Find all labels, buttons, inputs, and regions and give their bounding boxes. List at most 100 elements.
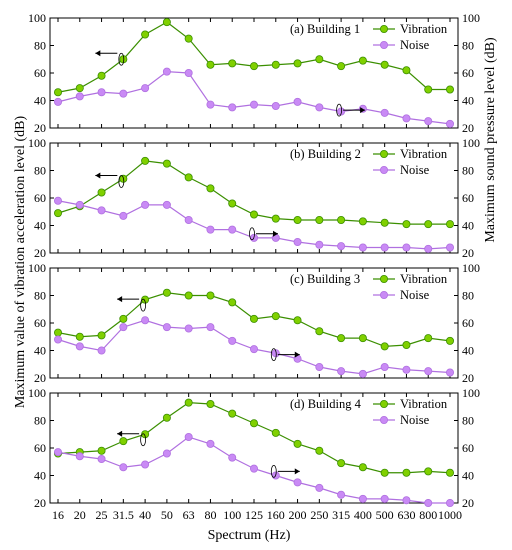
legend-label: Noise — [400, 163, 430, 177]
noise-point — [445, 119, 454, 128]
legend-label: Vibration — [400, 22, 448, 36]
y-tick-label-right: 20 — [462, 496, 474, 510]
vibration-point — [402, 220, 411, 229]
vibration-point — [293, 215, 302, 224]
legend-label: Noise — [400, 38, 430, 52]
x-tick-label: 25 — [96, 508, 108, 522]
y-tick-label-left: 60 — [34, 316, 46, 330]
vibration-point — [162, 288, 171, 297]
noise-point — [380, 243, 389, 252]
noise-point — [141, 460, 150, 469]
vibration-point — [184, 398, 193, 407]
noise-point — [249, 345, 258, 354]
y-tick-label-left: 40 — [34, 94, 46, 108]
noise-point — [54, 97, 63, 106]
noise-point — [424, 367, 433, 376]
vibration-line — [57, 402, 451, 474]
x-tick-label: 50 — [161, 508, 173, 522]
vibration-point — [75, 332, 84, 341]
vibration-point — [337, 215, 346, 224]
vibration-point — [402, 340, 411, 349]
vibration-point — [249, 62, 258, 71]
vibration-point — [380, 60, 389, 69]
noise-point — [206, 100, 215, 109]
vibration-point — [206, 399, 215, 408]
vibration-point — [97, 446, 106, 455]
noise-point — [424, 498, 433, 507]
noise-point — [380, 108, 389, 117]
vibration-point — [271, 312, 280, 321]
legend-label: Vibration — [400, 397, 448, 411]
noise-point — [315, 362, 324, 371]
y-tick-label-left: 20 — [34, 246, 46, 260]
panel-title: (b) Building 2 — [290, 147, 361, 161]
noise-point — [380, 362, 389, 371]
noise-point — [162, 323, 171, 332]
noise-point — [293, 237, 302, 246]
panels: 20 20 40 40 60 60 80 80 100 100 (a) Building 1 Vibr… — [28, 11, 480, 522]
noise-point — [54, 196, 63, 205]
x-tick-label: 500 — [376, 508, 394, 522]
vibration-point — [206, 291, 215, 300]
panel-4: 20 20 40 40 60 60 80 80 100 100 (d) Building 4 Vibr… — [28, 386, 480, 522]
y-tick-label-left: 100 — [28, 261, 46, 275]
noise-point — [141, 84, 150, 93]
axis-pointer-arrowhead — [95, 50, 101, 57]
noise-point — [162, 449, 171, 458]
axis-pointer-arrowhead — [294, 351, 300, 358]
noise-point — [315, 483, 324, 492]
vibration-point — [162, 413, 171, 422]
vibration-point — [315, 215, 324, 224]
noise-point — [271, 102, 280, 111]
y-tick-label-left: 60 — [34, 66, 46, 80]
vibration-point — [228, 409, 237, 418]
callout-ellipse — [118, 175, 125, 188]
noise-point — [228, 103, 237, 112]
legend-label: Vibration — [400, 272, 448, 286]
vibration-point — [54, 209, 63, 218]
noise-point — [402, 114, 411, 123]
vibration-point — [445, 336, 454, 345]
x-tick-label: 250 — [310, 508, 328, 522]
x-tick-label: 80 — [204, 508, 216, 522]
x-tick-label: 400 — [354, 508, 372, 522]
legend-swatch-marker — [379, 399, 388, 408]
y-tick-label-right: 100 — [462, 11, 480, 25]
y-tick-label-left: 20 — [34, 496, 46, 510]
noise-point — [206, 225, 215, 234]
y-tick-label-right: 60 — [462, 316, 474, 330]
panel-frame — [49, 17, 459, 129]
noise-point — [402, 496, 411, 505]
noise-point — [162, 67, 171, 76]
noise-point — [402, 243, 411, 252]
vibration-point — [445, 220, 454, 229]
y-axis-title-right: Maximum sound pressure level (dB) — [483, 37, 498, 243]
vibration-point — [97, 71, 106, 80]
vibration-point — [206, 184, 215, 193]
vibration-point — [402, 66, 411, 75]
x-tick-label: 200 — [289, 508, 307, 522]
x-tick-label: 31.5 — [113, 508, 134, 522]
noise-point — [75, 200, 84, 209]
vibration-point — [228, 59, 237, 68]
y-tick-label-left: 100 — [28, 136, 46, 150]
y-tick-label-left: 100 — [28, 386, 46, 400]
y-tick-label-right: 40 — [462, 219, 474, 233]
vibration-point — [54, 328, 63, 337]
noise-point — [424, 117, 433, 126]
vibration-point — [184, 173, 193, 182]
y-tick-label-left: 80 — [34, 164, 46, 178]
y-tick-label-right: 40 — [462, 344, 474, 358]
vibration-point — [54, 88, 63, 97]
noise-point — [206, 439, 215, 448]
noise-point — [337, 490, 346, 499]
vibration-point — [271, 428, 280, 437]
noise-point — [97, 206, 106, 215]
y-tick-label-left: 40 — [34, 344, 46, 358]
y-tick-label-left: 100 — [28, 11, 46, 25]
noise-line — [57, 71, 451, 125]
noise-point — [358, 494, 367, 503]
axis-pointer-arrowhead — [360, 107, 366, 114]
vibration-point — [184, 34, 193, 43]
y-axis-title-left: Maximum value of vibration acceleration … — [13, 115, 28, 408]
